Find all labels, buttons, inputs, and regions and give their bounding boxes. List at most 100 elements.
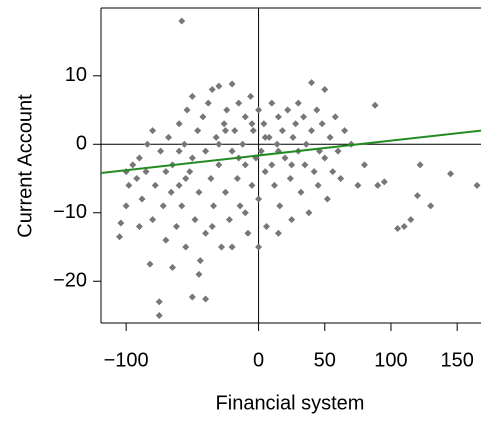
point — [374, 181, 382, 189]
point — [178, 17, 186, 25]
point — [305, 209, 313, 217]
point — [228, 80, 236, 88]
x-tick-label: 150 — [440, 349, 473, 371]
point — [270, 181, 278, 189]
point — [223, 106, 231, 114]
point — [247, 92, 255, 100]
point — [210, 202, 218, 210]
y-tick-label: −20 — [53, 270, 87, 292]
point — [135, 154, 143, 162]
point — [199, 113, 207, 121]
point — [255, 195, 263, 203]
point — [116, 233, 124, 241]
point — [289, 133, 297, 141]
point — [323, 195, 331, 203]
point — [221, 127, 229, 135]
point — [261, 168, 269, 176]
point — [188, 293, 196, 301]
trend-line — [100, 129, 481, 175]
y-tick-label: 0 — [76, 133, 87, 155]
point — [313, 106, 321, 114]
point — [172, 222, 180, 230]
point — [274, 229, 282, 237]
point — [133, 175, 141, 183]
point — [228, 243, 236, 251]
point — [221, 188, 229, 196]
point — [168, 264, 176, 272]
point — [194, 127, 202, 135]
point — [294, 99, 302, 107]
point — [308, 79, 316, 87]
point — [202, 147, 210, 155]
point — [241, 113, 249, 121]
point — [117, 219, 125, 227]
point — [122, 202, 130, 210]
point — [260, 120, 268, 128]
point — [288, 216, 296, 224]
point — [159, 202, 167, 210]
point — [178, 202, 186, 210]
point — [175, 181, 183, 189]
point — [138, 195, 146, 203]
point — [473, 181, 481, 189]
point — [276, 202, 284, 210]
point — [321, 85, 329, 93]
point — [165, 133, 173, 141]
point — [149, 127, 157, 135]
point — [326, 133, 334, 141]
point — [186, 168, 194, 176]
x-axis-label: Financial system — [216, 392, 365, 414]
point — [125, 181, 133, 189]
point — [207, 175, 215, 183]
point — [155, 311, 163, 319]
point — [228, 147, 236, 155]
point — [302, 140, 310, 148]
point — [183, 106, 191, 114]
point — [167, 188, 175, 196]
point — [407, 216, 415, 224]
point — [447, 170, 455, 178]
point — [149, 216, 157, 224]
point — [257, 147, 265, 155]
point — [162, 168, 170, 176]
point — [255, 106, 263, 114]
point — [241, 209, 249, 217]
point — [301, 161, 309, 169]
point — [249, 127, 257, 135]
point — [314, 181, 322, 189]
point — [220, 120, 228, 128]
point — [297, 188, 305, 196]
point — [217, 243, 225, 251]
point — [208, 85, 216, 93]
x-tick-label: 0 — [253, 349, 264, 371]
point — [244, 229, 252, 237]
point — [157, 147, 165, 155]
point — [188, 92, 196, 100]
point — [235, 99, 243, 107]
point — [278, 127, 286, 135]
point — [215, 161, 223, 169]
point — [341, 127, 349, 135]
point — [413, 192, 421, 200]
point — [236, 202, 244, 210]
point — [300, 113, 308, 121]
point — [204, 99, 212, 107]
point — [331, 113, 339, 121]
point — [188, 154, 196, 162]
point — [265, 133, 273, 141]
y-axis-label: Current Account — [14, 94, 36, 238]
x-tick-label: 50 — [314, 349, 336, 371]
point — [231, 127, 239, 135]
point — [292, 120, 300, 128]
point — [394, 225, 402, 232]
point — [182, 243, 190, 251]
point — [180, 140, 188, 148]
point — [155, 298, 163, 306]
point — [308, 127, 316, 135]
point — [182, 175, 190, 183]
point — [225, 216, 233, 224]
point — [337, 175, 345, 183]
point — [151, 181, 159, 189]
point — [233, 175, 241, 183]
point — [268, 161, 276, 169]
